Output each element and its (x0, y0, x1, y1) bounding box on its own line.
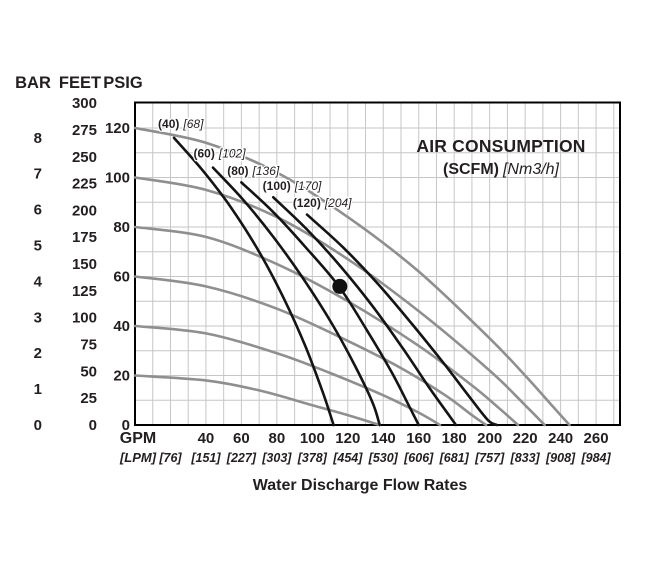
lpm-tick-60: [227] (226, 451, 257, 465)
gpm-tick-180: 180 (442, 430, 467, 447)
feet-tick-75: 75 (80, 337, 97, 354)
gpm-tick-120: 120 (335, 430, 360, 447)
gpm-tick-160: 160 (406, 430, 431, 447)
psig-tick-120: 120 (105, 120, 130, 137)
feet-tick-225: 225 (72, 176, 97, 193)
lpm-tick-180: [681] (439, 451, 470, 465)
lpm-unit-label: [LPM] (119, 450, 157, 465)
air-curve-label-40: (40) [68] (158, 117, 204, 131)
feet-tick-25: 25 (80, 390, 97, 407)
operating-point-marker (332, 278, 348, 294)
air-curve-80 (240, 181, 420, 427)
x-axis-title: Water Discharge Flow Rates (252, 477, 468, 494)
feet-tick-300: 300 (72, 95, 97, 112)
bar-tick-5: 5 (34, 238, 42, 255)
air-curve-60 (211, 166, 381, 427)
bar-tick-8: 8 (34, 130, 42, 147)
air-curve-label-60: (60) [102] (194, 147, 247, 161)
y-axis-header-bar: BAR (15, 74, 51, 92)
feet-tick-200: 200 (72, 202, 97, 219)
psig-tick-40: 40 (113, 318, 130, 335)
air-consumption-title-line2: (SCFM) [Nm3/h] (398, 158, 604, 181)
bar-tick-labels: 8 7 6 5 4 3 2 1 0 (34, 130, 43, 434)
feet-tick-100: 100 (72, 310, 97, 327)
lpm-tick-160: [606] (403, 451, 434, 465)
lpm-tick-120: [454] (332, 451, 363, 465)
lpm-tick-260: [984] (580, 451, 611, 465)
y-axis-header-psig: PSIG (103, 74, 142, 92)
lpm-tick-40: [151] (190, 451, 221, 465)
lpm-tick-100: [378] (297, 451, 328, 465)
gpm-tick-240: 240 (548, 430, 573, 447)
feet-tick-0: 0 (89, 417, 97, 434)
lpm-tick-140: [530] (368, 451, 399, 465)
pressure-curve-40 (133, 324, 442, 427)
pressure-curve-100 (133, 176, 546, 427)
feet-tick-150: 150 (72, 256, 97, 273)
bar-tick-3: 3 (34, 309, 42, 326)
gpm-tick-220: 220 (513, 430, 538, 447)
psig-tick-100: 100 (105, 170, 130, 187)
pressure-curve-80 (133, 225, 520, 427)
lpm-tick-240: [908] (545, 451, 576, 465)
air-consumption-title-line1: AIR CONSUMPTION (416, 136, 586, 156)
feet-tick-275: 275 (72, 122, 97, 139)
pressure-curve-60 (133, 275, 488, 427)
air-curve-label-100: (100) [170] (263, 179, 322, 193)
feet-tick-175: 175 (72, 229, 97, 246)
bar-tick-2: 2 (34, 345, 42, 362)
y-axis-headers: BAR FEET PSIG (15, 74, 143, 92)
bar-tick-7: 7 (34, 166, 42, 183)
gpm-tick-260: 260 (584, 430, 609, 447)
lpm-tick-220: [833] (510, 451, 541, 465)
nm3h-label: [Nm3/h] (502, 161, 559, 178)
gpm-tick-40: 40 (198, 430, 215, 447)
lpm-tick-80: [303] (261, 451, 292, 465)
gpm-tick-140: 140 (371, 430, 396, 447)
bar-tick-1: 1 (34, 381, 42, 398)
gpm-unit-label: GPM (120, 430, 156, 447)
scfm-label: (SCFM) (443, 161, 499, 178)
gpm-tick-100: 100 (300, 430, 325, 447)
psig-tick-20: 20 (113, 368, 130, 385)
gpm-tick-80: 80 (269, 430, 286, 447)
y-axis-header-feet: FEET (59, 74, 101, 92)
gpm-tick-60: 60 (233, 430, 250, 447)
lpm-tick-20: [76] (158, 451, 182, 465)
air-curve-120 (305, 213, 499, 427)
bar-tick-0: 0 (34, 417, 42, 434)
x-axis-lpm-ticks: [LPM] [76] [151] [227] [303] [378] [454] [530] [… (119, 450, 612, 465)
feet-tick-125: 125 (72, 283, 97, 300)
lpm-tick-200: [757] (474, 451, 505, 465)
pressure-curve-20 (133, 374, 381, 427)
psig-tick-80: 80 (113, 219, 130, 236)
bar-tick-4: 4 (34, 273, 43, 290)
x-axis-gpm-ticks: GPM 40 60 80 100 120 140 160 180 200 220 240 260 (120, 430, 609, 447)
psig-tick-0: 0 (122, 417, 130, 434)
bar-tick-6: 6 (34, 202, 42, 219)
psig-tick-60: 60 (113, 269, 130, 286)
feet-tick-250: 250 (72, 149, 97, 166)
air-curve-100 (272, 196, 458, 427)
feet-tick-50: 50 (80, 363, 97, 380)
air-curve-label-80: (80) [136] (227, 164, 280, 178)
psig-tick-labels: 120 100 80 60 40 20 0 (105, 120, 130, 434)
air-curve-40 (172, 136, 335, 427)
air-curve-label-120: (120) [204] (293, 196, 352, 210)
gpm-tick-200: 200 (477, 430, 502, 447)
air-consumption-title: AIR CONSUMPTION (SCFM) [Nm3/h] (398, 135, 604, 181)
pressure-curve-120 (133, 126, 571, 427)
